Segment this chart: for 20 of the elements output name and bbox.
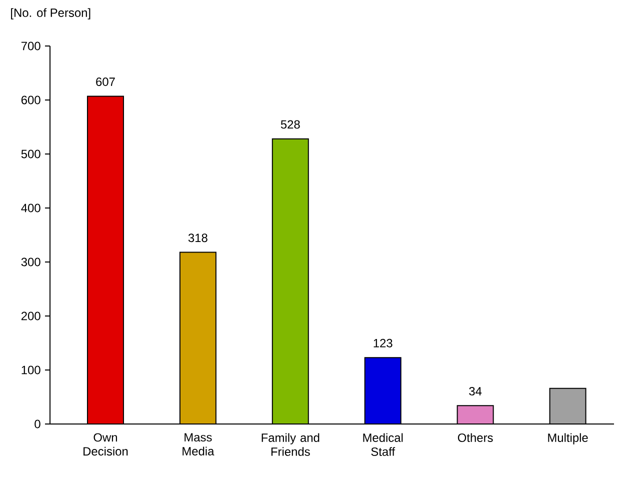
- y-tick-label: 200: [21, 312, 40, 320]
- data-label: 607: [96, 78, 115, 86]
- x-tick-label: Medical Staff: [363, 433, 403, 456]
- y-axis-title: [No. of Person]: [11, 8, 90, 20]
- x-tick-label: Multiple: [548, 433, 588, 444]
- data-label: 528: [280, 120, 300, 129]
- y-tick-label: 100: [22, 366, 40, 374]
- x-tick-label: Others: [458, 433, 493, 442]
- y-tick-label: 400: [21, 204, 40, 212]
- x-tick-label: Family and Friends: [262, 433, 320, 456]
- y-tick-label: 300: [21, 258, 40, 266]
- x-tick-label: Own Decision: [84, 433, 128, 456]
- y-tick-label: 600: [21, 96, 40, 104]
- x-tick-label: Mass Media: [182, 433, 214, 456]
- data-label: 34: [469, 386, 482, 396]
- y-tick-label: 700: [21, 42, 40, 50]
- y-tick-label: 0: [34, 420, 40, 428]
- data-label: 123: [374, 338, 392, 348]
- y-tick-label: 500: [21, 150, 40, 158]
- data-label: 318: [188, 234, 208, 242]
